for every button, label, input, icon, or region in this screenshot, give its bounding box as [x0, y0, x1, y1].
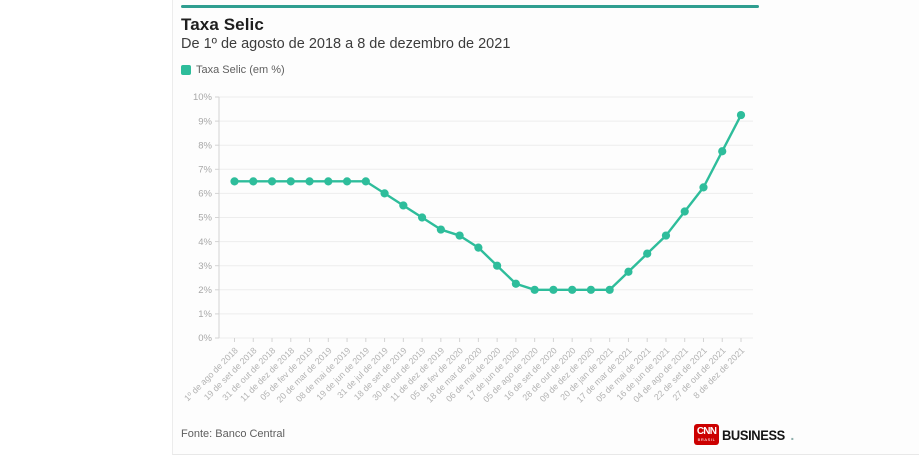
cnn-logo-text: CNN — [696, 426, 717, 437]
cnn-brasil-logo-icon: CNN BRASIL — [694, 424, 719, 445]
svg-text:0%: 0% — [198, 333, 212, 344]
svg-text:3%: 3% — [198, 261, 212, 272]
svg-text:5%: 5% — [198, 213, 212, 224]
svg-text:4%: 4% — [198, 237, 212, 248]
source-note: Fonte: Banco Central — [181, 428, 285, 440]
brasil-logo-text: BRASIL — [697, 437, 716, 442]
legend: Taxa Selic (em %) — [181, 64, 285, 76]
business-logo-period: . — [790, 426, 795, 443]
business-logo-text: BUSINESS — [722, 426, 785, 443]
svg-text:9%: 9% — [198, 116, 212, 127]
cnn-business-logo: CNN BRASIL BUSINESS. — [694, 424, 794, 445]
chart-title: Taxa Selic — [181, 15, 264, 34]
chart-subtitle: De 1º de agosto de 2018 a 8 de dezembro … — [181, 36, 511, 52]
svg-text:7%: 7% — [198, 165, 212, 176]
svg-text:10%: 10% — [193, 92, 213, 103]
svg-text:8%: 8% — [198, 140, 212, 151]
line-chart: 0%1%2%3%4%5%6%7%8%9%10%1º de ago de 2018… — [182, 92, 753, 405]
chart-card: Taxa Selic De 1º de agosto de 2018 a 8 d… — [172, 0, 919, 455]
svg-text:1%: 1% — [198, 309, 212, 320]
svg-text:6%: 6% — [198, 189, 212, 200]
legend-label: Taxa Selic (em %) — [196, 64, 285, 76]
accent-bar — [181, 5, 759, 8]
svg-text:2%: 2% — [198, 285, 212, 296]
legend-swatch-icon — [181, 65, 191, 75]
